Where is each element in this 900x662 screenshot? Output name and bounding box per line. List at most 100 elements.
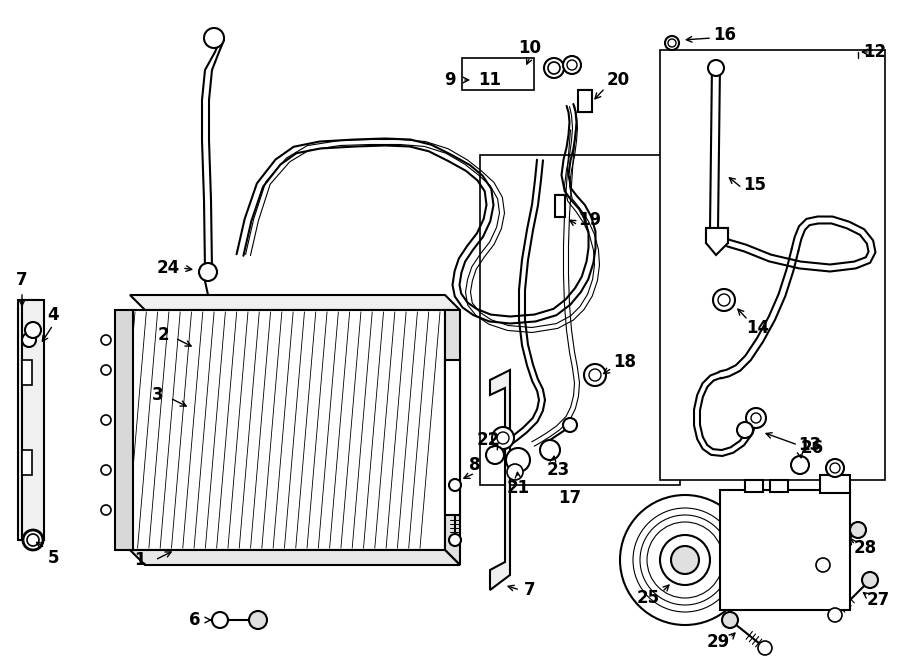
Circle shape bbox=[101, 465, 111, 475]
Circle shape bbox=[850, 522, 866, 538]
Text: 2: 2 bbox=[158, 326, 169, 344]
Text: 10: 10 bbox=[518, 39, 542, 57]
Circle shape bbox=[22, 333, 36, 347]
Text: 27: 27 bbox=[867, 591, 889, 609]
Bar bbox=[820, 475, 850, 493]
Circle shape bbox=[589, 369, 601, 381]
Circle shape bbox=[567, 60, 577, 70]
Text: 8: 8 bbox=[469, 456, 481, 474]
Bar bbox=[462, 58, 534, 90]
Circle shape bbox=[751, 413, 761, 423]
Circle shape bbox=[486, 446, 504, 464]
Bar bbox=[115, 310, 133, 550]
Circle shape bbox=[492, 427, 514, 449]
Circle shape bbox=[791, 456, 809, 474]
Polygon shape bbox=[706, 228, 728, 255]
Circle shape bbox=[584, 364, 606, 386]
Text: 16: 16 bbox=[714, 26, 736, 44]
Text: 11: 11 bbox=[479, 71, 501, 89]
Bar bbox=[770, 480, 788, 492]
Polygon shape bbox=[490, 370, 510, 590]
Circle shape bbox=[758, 641, 772, 655]
Circle shape bbox=[746, 408, 766, 428]
Bar bbox=[555, 195, 565, 217]
Circle shape bbox=[25, 322, 41, 338]
Bar bbox=[660, 50, 885, 480]
Circle shape bbox=[101, 415, 111, 425]
Bar bbox=[745, 480, 763, 492]
Text: 15: 15 bbox=[743, 176, 767, 194]
Circle shape bbox=[544, 58, 564, 78]
Text: 1: 1 bbox=[134, 551, 146, 569]
Circle shape bbox=[563, 56, 581, 74]
Text: 7: 7 bbox=[16, 271, 28, 289]
Circle shape bbox=[737, 422, 753, 438]
Text: 7: 7 bbox=[524, 581, 536, 599]
Circle shape bbox=[548, 62, 560, 74]
Bar bbox=[720, 490, 850, 610]
Text: 5: 5 bbox=[48, 549, 58, 567]
Text: 13: 13 bbox=[798, 436, 822, 454]
Circle shape bbox=[620, 495, 750, 625]
Bar bbox=[22, 300, 44, 540]
Circle shape bbox=[204, 28, 224, 48]
Circle shape bbox=[101, 365, 111, 375]
Circle shape bbox=[708, 60, 724, 76]
Circle shape bbox=[862, 572, 878, 588]
Bar bbox=[130, 310, 445, 550]
Circle shape bbox=[660, 535, 710, 585]
Circle shape bbox=[23, 530, 43, 550]
Text: 9: 9 bbox=[445, 71, 455, 89]
Bar bbox=[18, 300, 40, 540]
Circle shape bbox=[199, 263, 217, 281]
Circle shape bbox=[101, 335, 111, 345]
Bar bbox=[578, 90, 592, 112]
Circle shape bbox=[27, 534, 39, 546]
Bar bbox=[480, 155, 680, 485]
Circle shape bbox=[671, 546, 699, 574]
Bar bbox=[706, 228, 728, 243]
Bar bbox=[22, 450, 32, 475]
Polygon shape bbox=[130, 295, 460, 310]
Text: 20: 20 bbox=[607, 71, 630, 89]
Text: 22: 22 bbox=[476, 431, 500, 449]
Text: 3: 3 bbox=[152, 386, 164, 404]
Polygon shape bbox=[130, 550, 460, 565]
Circle shape bbox=[830, 463, 840, 473]
Text: 4: 4 bbox=[47, 306, 58, 324]
Circle shape bbox=[668, 39, 676, 47]
Circle shape bbox=[816, 558, 830, 572]
Circle shape bbox=[507, 464, 523, 480]
Text: 23: 23 bbox=[546, 461, 570, 479]
Circle shape bbox=[826, 459, 844, 477]
Bar bbox=[22, 360, 32, 385]
Circle shape bbox=[449, 534, 461, 546]
Text: 19: 19 bbox=[579, 211, 601, 229]
Circle shape bbox=[713, 289, 735, 311]
Circle shape bbox=[563, 418, 577, 432]
Bar bbox=[445, 360, 460, 515]
Circle shape bbox=[647, 522, 723, 598]
Text: 28: 28 bbox=[853, 539, 877, 557]
Text: 21: 21 bbox=[507, 479, 529, 497]
Circle shape bbox=[718, 294, 730, 306]
Circle shape bbox=[212, 612, 228, 628]
Text: 14: 14 bbox=[746, 319, 769, 337]
Bar bbox=[130, 310, 445, 550]
Circle shape bbox=[506, 448, 530, 472]
Text: 24: 24 bbox=[157, 259, 180, 277]
Text: 17: 17 bbox=[558, 489, 581, 507]
Circle shape bbox=[497, 432, 509, 444]
Circle shape bbox=[540, 440, 560, 460]
Text: 18: 18 bbox=[614, 353, 636, 371]
Circle shape bbox=[665, 36, 679, 50]
Text: 12: 12 bbox=[863, 43, 886, 61]
Circle shape bbox=[722, 612, 738, 628]
Circle shape bbox=[449, 479, 461, 491]
Circle shape bbox=[249, 611, 267, 629]
Polygon shape bbox=[445, 310, 460, 565]
Text: 25: 25 bbox=[636, 589, 660, 607]
Circle shape bbox=[828, 608, 842, 622]
Circle shape bbox=[101, 505, 111, 515]
Text: 6: 6 bbox=[189, 611, 201, 629]
